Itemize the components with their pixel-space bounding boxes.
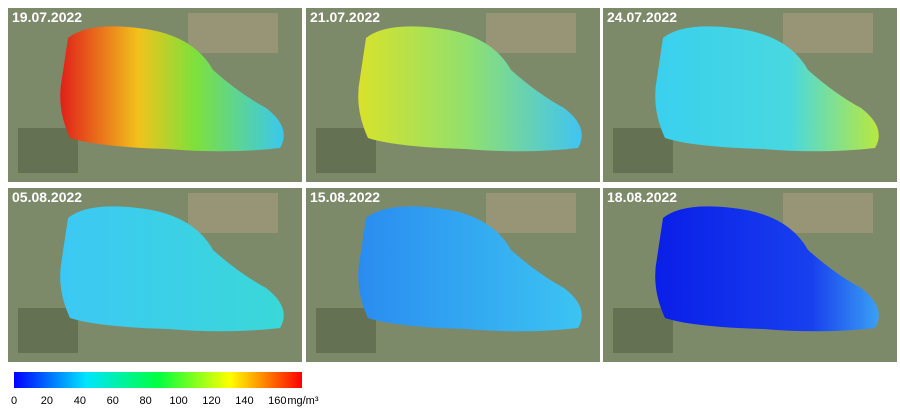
colorbar-tick-label: 0 (11, 395, 17, 407)
lake (655, 206, 879, 332)
panel: 21.07.2022 (306, 8, 600, 182)
field-patch (188, 13, 278, 53)
lake (60, 26, 284, 152)
field-patch (316, 128, 376, 173)
field-patch (613, 308, 673, 353)
lake (358, 206, 582, 332)
date-label: 15.08.2022 (310, 189, 380, 205)
colorbar-tick-label: 120 (202, 395, 220, 407)
field-patch (613, 128, 673, 173)
panel: 05.08.2022 (8, 188, 302, 362)
colorbar-unit: mg/m³ (287, 395, 319, 407)
colorbar-tick-label: 20 (41, 395, 53, 407)
colorbar (14, 372, 302, 388)
field-patch (486, 13, 576, 53)
field-patch (486, 193, 576, 233)
field-patch (188, 193, 278, 233)
date-label: 24.07.2022 (607, 9, 677, 25)
panel: 19.07.2022 (8, 8, 302, 182)
lake (358, 26, 582, 152)
field-patch (783, 13, 873, 53)
colorbar-tick-label: 160 (268, 395, 286, 407)
date-label: 21.07.2022 (310, 9, 380, 25)
colorbar-tick-label: 140 (235, 395, 253, 407)
lake (655, 26, 879, 152)
panel: 24.07.2022 (603, 8, 897, 182)
colorbar-tick-label: 100 (169, 395, 187, 407)
colorbar-tick-label: 60 (107, 395, 119, 407)
field-patch (316, 308, 376, 353)
colorbar-tick-label: 80 (140, 395, 152, 407)
date-label: 18.08.2022 (607, 189, 677, 205)
colorbar-tick-label: 40 (74, 395, 86, 407)
panel: 15.08.2022 (306, 188, 600, 362)
field-patch (783, 193, 873, 233)
date-label: 19.07.2022 (12, 9, 82, 25)
field-patch (18, 308, 78, 353)
lake (60, 206, 284, 332)
panel: 18.08.2022 (603, 188, 897, 362)
date-label: 05.08.2022 (12, 189, 82, 205)
field-patch (18, 128, 78, 173)
